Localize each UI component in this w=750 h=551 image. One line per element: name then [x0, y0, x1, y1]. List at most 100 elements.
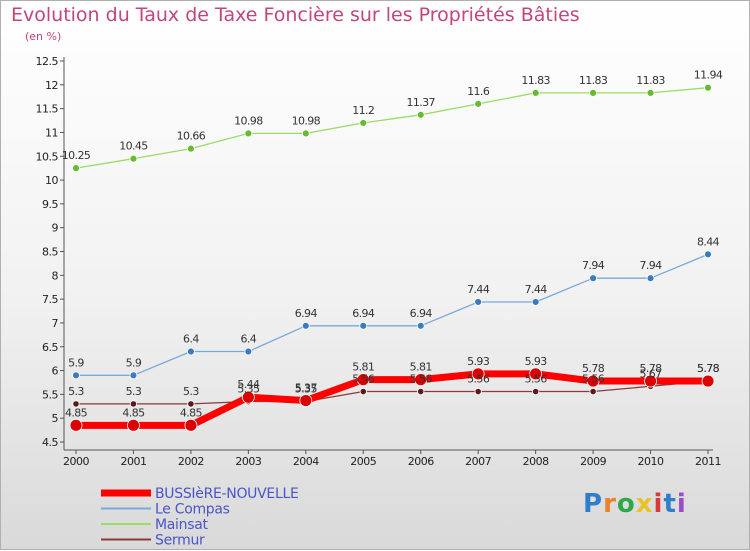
data-label: 5.56 [467, 373, 490, 386]
data-label: 5.3 [183, 385, 199, 398]
x-tick-label: 2009 [580, 455, 606, 468]
data-label: 7.94 [582, 259, 605, 272]
x-tick-label: 2003 [235, 455, 261, 468]
data-label: 7.44 [467, 283, 490, 296]
y-tick-label: 7.5 [42, 293, 58, 306]
data-label: 11.2 [352, 104, 374, 117]
data-point [359, 119, 368, 127]
data-point [241, 390, 255, 404]
data-point [244, 347, 253, 356]
x-tick-label: 2005 [350, 455, 376, 468]
data-point [529, 367, 543, 381]
data-label: 5.35 [237, 383, 260, 396]
data-point [356, 373, 370, 387]
data-point [187, 144, 195, 153]
legend-label: Mainsat [155, 517, 208, 533]
data-point [704, 250, 712, 259]
data-label: 5.93 [467, 355, 490, 368]
data-point [244, 129, 253, 138]
x-tick-label: 2007 [465, 455, 491, 468]
data-point [72, 371, 80, 380]
y-tick-label: 4.5 [42, 436, 58, 449]
data-label: 10.25 [62, 149, 91, 162]
series-line [72, 370, 712, 429]
data-point [589, 89, 597, 97]
data-point [129, 400, 138, 408]
data-point [704, 83, 712, 92]
data-label: 7.44 [525, 283, 548, 296]
x-tick-label: 2002 [178, 455, 204, 468]
y-tick-label: 11.5 [36, 103, 59, 116]
data-point [299, 394, 313, 407]
data-label: 10.45 [119, 140, 148, 153]
data-label: 5.81 [352, 361, 374, 374]
data-label: 5.78 [697, 362, 720, 375]
data-point [72, 164, 80, 173]
data-point [301, 129, 310, 138]
data-label: 11.37 [406, 96, 435, 109]
y-tick-label: 7 [52, 317, 59, 330]
data-point [586, 374, 600, 388]
data-label: 6.4 [183, 333, 199, 346]
data-point [416, 110, 425, 119]
data-label: 10.66 [177, 130, 206, 143]
y-tick-label: 5.5 [42, 388, 58, 401]
series-line [75, 380, 709, 405]
chart-title: Evolution du Taux de Taxe Foncière sur l… [11, 4, 580, 26]
data-label: 5.67 [639, 367, 662, 380]
y-tick-label: 9.5 [42, 198, 58, 211]
data-point [471, 367, 485, 381]
y-tick-label: 10 [45, 174, 58, 187]
data-label: 5.9 [126, 356, 142, 369]
data-label: 10.98 [292, 114, 321, 127]
data-label: 4.85 [122, 406, 145, 419]
data-label: 5.9 [68, 356, 84, 369]
x-tick-label: 2011 [695, 455, 721, 468]
data-point [416, 321, 425, 330]
data-label: 11.94 [694, 69, 723, 82]
data-label: 5.78 [582, 362, 605, 375]
data-point [129, 371, 138, 380]
data-point [644, 374, 657, 388]
x-tick-label: 2004 [293, 455, 319, 468]
data-point [359, 387, 367, 396]
data-label: 11.6 [467, 85, 490, 98]
data-label: 11.83 [579, 74, 608, 87]
data-point [301, 321, 310, 330]
series-line [75, 87, 709, 169]
x-tick-label: 2008 [523, 455, 549, 468]
data-label: 5.93 [525, 355, 548, 368]
series-line [75, 253, 709, 376]
x-tick-label: 2006 [408, 455, 434, 468]
y-tick-label: 9 [52, 222, 59, 235]
data-point [417, 387, 425, 396]
data-point [589, 274, 597, 283]
y-tick-label: 8 [52, 269, 59, 282]
data-point [187, 347, 195, 356]
data-point [474, 387, 482, 396]
x-tick-label: 2000 [63, 455, 89, 468]
x-tick-label: 2010 [638, 455, 664, 468]
data-point [532, 387, 540, 396]
data-label: 5.56 [352, 373, 375, 386]
data-point [646, 274, 655, 283]
data-point [69, 418, 83, 432]
data-label: 11.83 [636, 74, 665, 87]
data-label: 5.78 [697, 362, 720, 375]
data-label: 5.37 [295, 382, 318, 395]
data-label: 5.56 [410, 373, 433, 386]
x-tick-label: 2001 [120, 455, 146, 468]
legend-label: BUSSIèRE-NOUVELLE [155, 486, 299, 502]
y-tick-label: 12.5 [36, 55, 59, 68]
data-label: 5.3 [126, 385, 142, 398]
y-tick-label: 8.5 [42, 246, 58, 259]
data-label: 7.94 [639, 259, 662, 272]
data-point [474, 99, 483, 108]
legend-label: Le Compas [155, 502, 230, 518]
data-label: 4.85 [65, 406, 88, 419]
data-point [127, 418, 140, 432]
proxiti-logo: Proxiti [583, 489, 687, 519]
data-point [72, 400, 80, 408]
